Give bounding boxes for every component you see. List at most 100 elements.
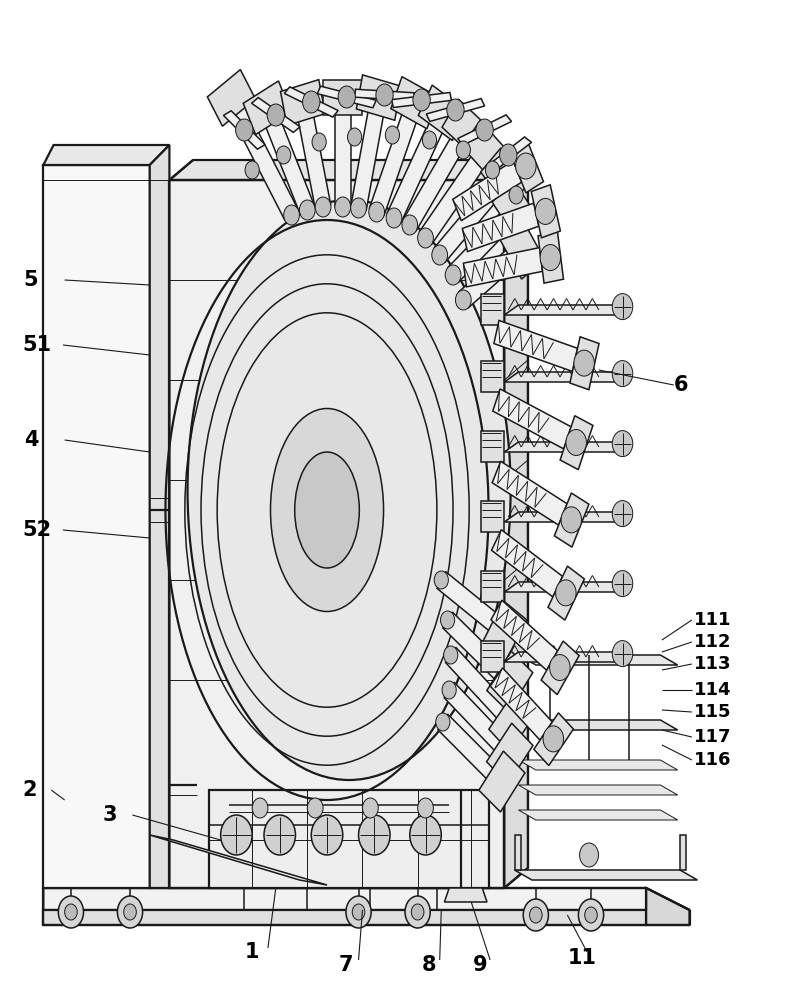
Polygon shape	[481, 148, 528, 208]
Text: 2: 2	[22, 780, 36, 800]
Polygon shape	[418, 85, 466, 141]
Polygon shape	[548, 566, 585, 620]
Circle shape	[578, 899, 604, 931]
Polygon shape	[487, 651, 533, 712]
Circle shape	[445, 265, 461, 285]
Polygon shape	[356, 75, 401, 120]
Polygon shape	[515, 870, 697, 880]
Polygon shape	[541, 641, 579, 695]
Polygon shape	[504, 512, 629, 522]
Circle shape	[447, 99, 464, 121]
Polygon shape	[487, 723, 533, 784]
Polygon shape	[437, 572, 507, 638]
Polygon shape	[504, 372, 629, 382]
Polygon shape	[43, 145, 169, 165]
Circle shape	[535, 198, 556, 224]
Circle shape	[612, 641, 633, 667]
Circle shape	[385, 126, 400, 144]
Polygon shape	[481, 294, 504, 325]
Circle shape	[612, 361, 633, 387]
Polygon shape	[446, 647, 515, 728]
Polygon shape	[355, 89, 414, 101]
Circle shape	[307, 798, 323, 818]
Polygon shape	[491, 600, 558, 670]
Circle shape	[402, 215, 418, 235]
Polygon shape	[442, 99, 490, 157]
Text: 7: 7	[339, 955, 353, 975]
Polygon shape	[481, 571, 504, 602]
Polygon shape	[462, 120, 510, 180]
Circle shape	[444, 646, 458, 664]
Polygon shape	[509, 139, 544, 193]
Polygon shape	[370, 101, 421, 216]
Polygon shape	[209, 790, 489, 888]
Circle shape	[252, 798, 268, 818]
Circle shape	[277, 146, 291, 164]
Polygon shape	[680, 835, 686, 870]
Polygon shape	[519, 785, 678, 795]
Circle shape	[346, 896, 371, 928]
Circle shape	[455, 290, 471, 310]
Circle shape	[612, 501, 633, 527]
Polygon shape	[490, 668, 552, 740]
Text: 116: 116	[693, 751, 731, 769]
Polygon shape	[296, 103, 331, 209]
Polygon shape	[323, 80, 362, 115]
Polygon shape	[519, 810, 678, 820]
Circle shape	[500, 144, 517, 166]
Circle shape	[386, 208, 402, 228]
Polygon shape	[387, 110, 448, 223]
Circle shape	[442, 681, 456, 699]
Text: 113: 113	[693, 655, 731, 673]
Polygon shape	[453, 161, 522, 221]
Circle shape	[580, 843, 599, 867]
Circle shape	[556, 580, 576, 606]
Polygon shape	[351, 98, 386, 210]
Text: 114: 114	[693, 681, 731, 699]
Text: 115: 115	[693, 703, 731, 721]
Circle shape	[315, 197, 331, 217]
Polygon shape	[482, 601, 526, 662]
Polygon shape	[419, 145, 491, 245]
Polygon shape	[318, 86, 376, 108]
Circle shape	[376, 84, 393, 106]
Polygon shape	[448, 204, 519, 283]
Text: 1: 1	[244, 942, 258, 962]
Circle shape	[335, 197, 351, 217]
Polygon shape	[492, 530, 563, 597]
Polygon shape	[463, 248, 542, 287]
Polygon shape	[481, 501, 504, 532]
Circle shape	[117, 896, 143, 928]
Circle shape	[566, 430, 586, 456]
Circle shape	[612, 431, 633, 457]
Circle shape	[264, 815, 296, 855]
Polygon shape	[443, 612, 513, 688]
Circle shape	[58, 896, 84, 928]
Polygon shape	[504, 652, 629, 662]
Polygon shape	[489, 691, 535, 752]
Circle shape	[236, 119, 253, 141]
Text: 112: 112	[693, 633, 731, 651]
Polygon shape	[504, 160, 528, 888]
Polygon shape	[504, 442, 629, 452]
Circle shape	[543, 726, 563, 752]
Polygon shape	[492, 389, 571, 449]
Circle shape	[561, 507, 582, 533]
Circle shape	[124, 904, 136, 920]
Circle shape	[434, 571, 448, 589]
Polygon shape	[281, 80, 325, 126]
Polygon shape	[531, 185, 560, 238]
Text: 4: 4	[24, 430, 38, 450]
Polygon shape	[646, 888, 690, 925]
Polygon shape	[243, 81, 291, 135]
Ellipse shape	[270, 408, 384, 611]
Circle shape	[245, 161, 259, 179]
Polygon shape	[43, 910, 646, 925]
Circle shape	[311, 815, 343, 855]
Polygon shape	[438, 714, 505, 788]
Circle shape	[413, 89, 430, 111]
Polygon shape	[426, 99, 485, 121]
Circle shape	[284, 205, 299, 225]
Polygon shape	[226, 95, 298, 220]
Circle shape	[476, 119, 493, 141]
